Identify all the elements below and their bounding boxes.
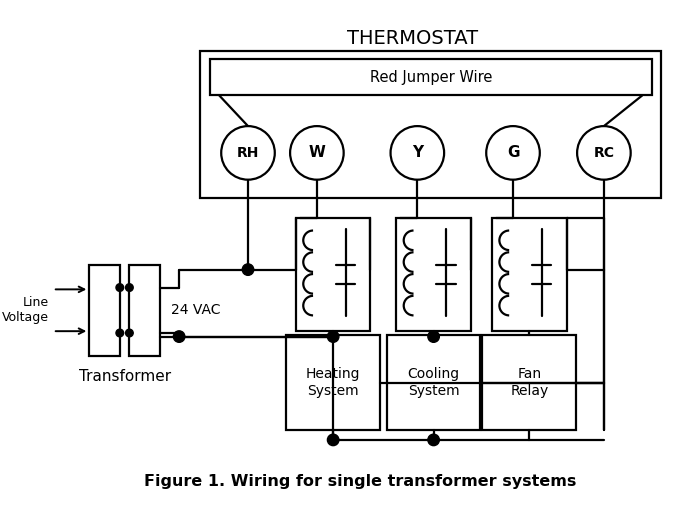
- Text: RC: RC: [593, 146, 614, 160]
- Text: Transformer: Transformer: [79, 369, 170, 384]
- Circle shape: [577, 126, 631, 180]
- Text: Cooling
System: Cooling System: [408, 367, 460, 398]
- Bar: [200, 52, 661, 198]
- Text: W: W: [308, 146, 325, 160]
- Text: RH: RH: [237, 146, 259, 160]
- Circle shape: [328, 331, 339, 342]
- Text: G: G: [506, 146, 520, 160]
- Bar: [210, 59, 652, 96]
- Text: Heating
System: Heating System: [306, 367, 360, 398]
- Text: Fan
Relay: Fan Relay: [510, 367, 549, 398]
- Bar: [482, 335, 576, 430]
- Circle shape: [242, 264, 254, 275]
- Text: Y: Y: [412, 146, 423, 160]
- Circle shape: [173, 331, 185, 342]
- Circle shape: [328, 434, 339, 446]
- Circle shape: [116, 284, 124, 291]
- Circle shape: [486, 126, 540, 180]
- Circle shape: [428, 434, 440, 446]
- Text: Red Jumper Wire: Red Jumper Wire: [370, 70, 492, 85]
- Text: Line
Voltage: Line Voltage: [2, 296, 49, 324]
- Bar: [396, 218, 471, 331]
- Circle shape: [116, 329, 124, 337]
- Text: THERMOSTAT: THERMOSTAT: [347, 29, 478, 48]
- Bar: [129, 265, 160, 355]
- Bar: [89, 265, 120, 355]
- Bar: [492, 218, 566, 331]
- Circle shape: [126, 284, 133, 291]
- Circle shape: [391, 126, 444, 180]
- Bar: [286, 335, 380, 430]
- Bar: [296, 218, 371, 331]
- Circle shape: [221, 126, 275, 180]
- Text: Figure 1. Wiring for single transformer systems: Figure 1. Wiring for single transformer …: [144, 474, 576, 490]
- Text: 24 VAC: 24 VAC: [172, 303, 221, 317]
- Bar: [386, 335, 480, 430]
- Circle shape: [428, 331, 440, 342]
- Circle shape: [126, 329, 133, 337]
- Circle shape: [290, 126, 344, 180]
